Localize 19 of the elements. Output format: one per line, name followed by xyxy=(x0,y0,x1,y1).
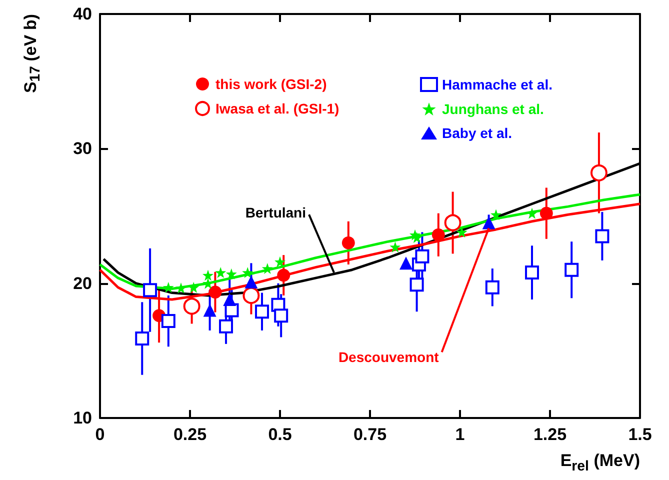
x-tick-label: 0 xyxy=(95,425,105,444)
legend-label: Junghans et al. xyxy=(442,101,544,117)
legend-label: this work (GSI-2) xyxy=(216,76,327,92)
x-tick-label: 0.75 xyxy=(353,425,387,444)
x-tick-label: 0.5 xyxy=(268,425,292,444)
x-axis-title: E$_{rel}$ (MeV) xyxy=(560,451,640,474)
y-tick-label: 40 xyxy=(73,4,92,24)
y-tick-label: 10 xyxy=(73,408,92,428)
x-tick-label: 0.25 xyxy=(173,425,207,444)
annotation: Bertulani xyxy=(245,204,306,221)
legend-label: Iwasa et al. (GSI-1) xyxy=(216,100,340,116)
annotation: Descouvemont xyxy=(338,349,440,366)
legend-label: Baby et al. xyxy=(442,125,512,141)
x-tick-label: 1.5 xyxy=(628,425,652,444)
y-tick-label: 30 xyxy=(73,139,92,158)
x-tick-label: 1 xyxy=(455,425,465,444)
y-tick-label: 20 xyxy=(73,274,92,293)
x-tick-label: 1.25 xyxy=(533,425,567,444)
legend-label: Hammache et al. xyxy=(442,76,552,92)
